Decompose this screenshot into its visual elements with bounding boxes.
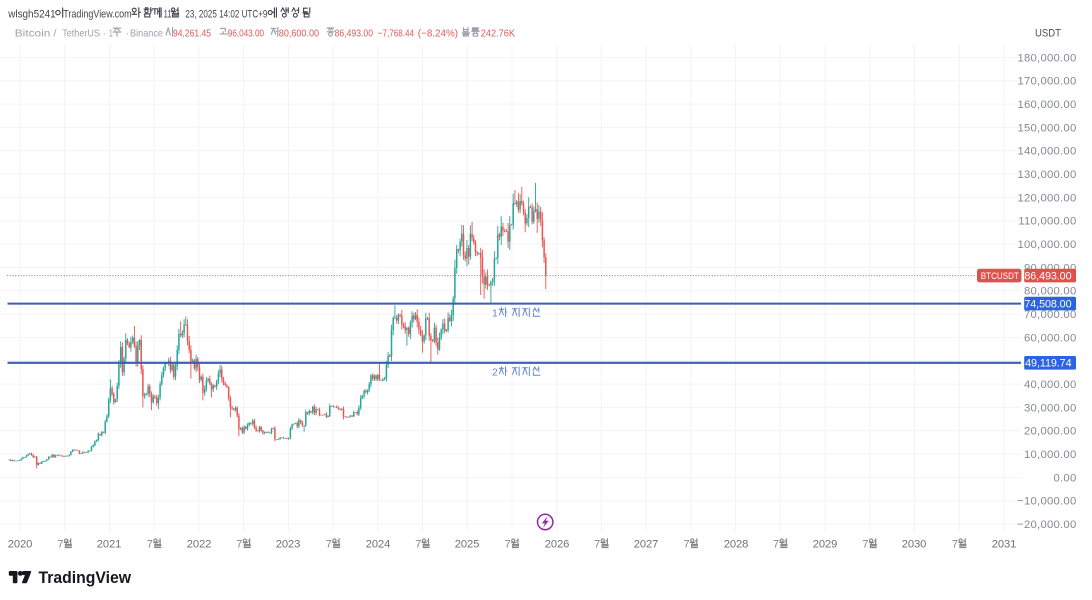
svg-text:70,000.00: 70,000.00	[1024, 309, 1077, 321]
svg-text:7: 7	[684, 539, 690, 551]
svg-text:86,493.00: 86,493.00	[1024, 271, 1071, 283]
svg-text:86,493.00: 86,493.00	[335, 29, 374, 40]
svg-text:7: 7	[147, 539, 153, 551]
svg-text:160,000.00: 160,000.00	[1017, 99, 1076, 111]
svg-text:80,600.00: 80,600.00	[279, 29, 319, 40]
svg-text:10,000.00: 10,000.00	[1024, 449, 1077, 461]
svg-text:2025: 2025	[455, 539, 480, 551]
svg-text:74,508.00: 74,508.00	[1024, 299, 1071, 311]
svg-text:·: ·	[126, 29, 129, 40]
svg-text:96,043.00: 96,043.00	[228, 29, 264, 40]
svg-text:2022: 2022	[187, 539, 212, 551]
svg-text:100,000.00: 100,000.00	[1017, 239, 1076, 251]
svg-text:7: 7	[415, 539, 421, 551]
svg-text:7: 7	[57, 539, 63, 551]
svg-text:7: 7	[862, 539, 868, 551]
svg-text:150,000.00: 150,000.00	[1017, 122, 1076, 134]
svg-text:2024: 2024	[366, 539, 391, 551]
svg-text:80,000.00: 80,000.00	[1024, 286, 1077, 298]
svg-text:1: 1	[109, 29, 113, 40]
svg-text:120,000.00: 120,000.00	[1017, 192, 1076, 204]
svg-text:0.00: 0.00	[1054, 472, 1077, 484]
svg-text:USDT: USDT	[1035, 28, 1061, 40]
svg-text:2021: 2021	[97, 539, 122, 551]
svg-text:170,000.00: 170,000.00	[1017, 76, 1076, 88]
svg-text:11: 11	[164, 9, 172, 21]
svg-text:2027: 2027	[634, 539, 659, 551]
svg-text:2026: 2026	[545, 539, 570, 551]
svg-text:2: 2	[492, 367, 498, 378]
svg-text:wlsgh5241: wlsgh5241	[7, 9, 55, 21]
svg-text:130,000.00: 130,000.00	[1017, 169, 1076, 181]
svg-text:7: 7	[773, 539, 779, 551]
svg-text:140,000.00: 140,000.00	[1017, 146, 1076, 158]
svg-text:2028: 2028	[724, 539, 749, 551]
svg-text:2030: 2030	[902, 539, 927, 551]
svg-text:·: ·	[103, 29, 106, 40]
svg-text:BTCUSDT: BTCUSDT	[981, 271, 1019, 282]
svg-text:242.76K: 242.76K	[481, 29, 515, 40]
svg-text:180,000.00: 180,000.00	[1017, 52, 1076, 64]
svg-text:7: 7	[594, 539, 600, 551]
svg-text:23, 2025 14:02 UTC+9: 23, 2025 14:02 UTC+9	[185, 9, 267, 21]
svg-text:/: /	[54, 29, 57, 40]
svg-text:TradingView.com: TradingView.com	[63, 9, 132, 21]
svg-text:20,000.00: 20,000.00	[1024, 426, 1077, 438]
svg-text:110,000.00: 110,000.00	[1018, 216, 1076, 228]
svg-text:2029: 2029	[813, 539, 838, 551]
svg-text:TetherUS: TetherUS	[62, 29, 100, 40]
svg-text:−10,000.00: −10,000.00	[1017, 496, 1076, 508]
svg-text:49,119.74: 49,119.74	[1025, 358, 1071, 370]
svg-text:Binance: Binance	[130, 29, 163, 40]
svg-text:TradingView: TradingView	[39, 568, 132, 587]
svg-text:2031: 2031	[992, 539, 1017, 551]
svg-text:94,261.45: 94,261.45	[173, 29, 211, 40]
svg-text:2023: 2023	[276, 539, 301, 551]
svg-text:7: 7	[236, 539, 242, 551]
svg-text:1: 1	[492, 308, 498, 319]
svg-text:−20,000.00: −20,000.00	[1017, 519, 1076, 531]
svg-text:7: 7	[505, 539, 511, 551]
svg-text:7: 7	[952, 539, 958, 551]
svg-text:2020: 2020	[8, 539, 33, 551]
svg-text:7: 7	[326, 539, 332, 551]
svg-text:Bitcoin: Bitcoin	[15, 29, 51, 40]
svg-text:60,000.00: 60,000.00	[1024, 332, 1077, 344]
svg-text:−7,768.44: −7,768.44	[378, 29, 414, 40]
svg-text:40,000.00: 40,000.00	[1024, 379, 1077, 391]
svg-text:(−8.24%): (−8.24%)	[418, 29, 458, 40]
svg-text:30,000.00: 30,000.00	[1024, 402, 1077, 414]
